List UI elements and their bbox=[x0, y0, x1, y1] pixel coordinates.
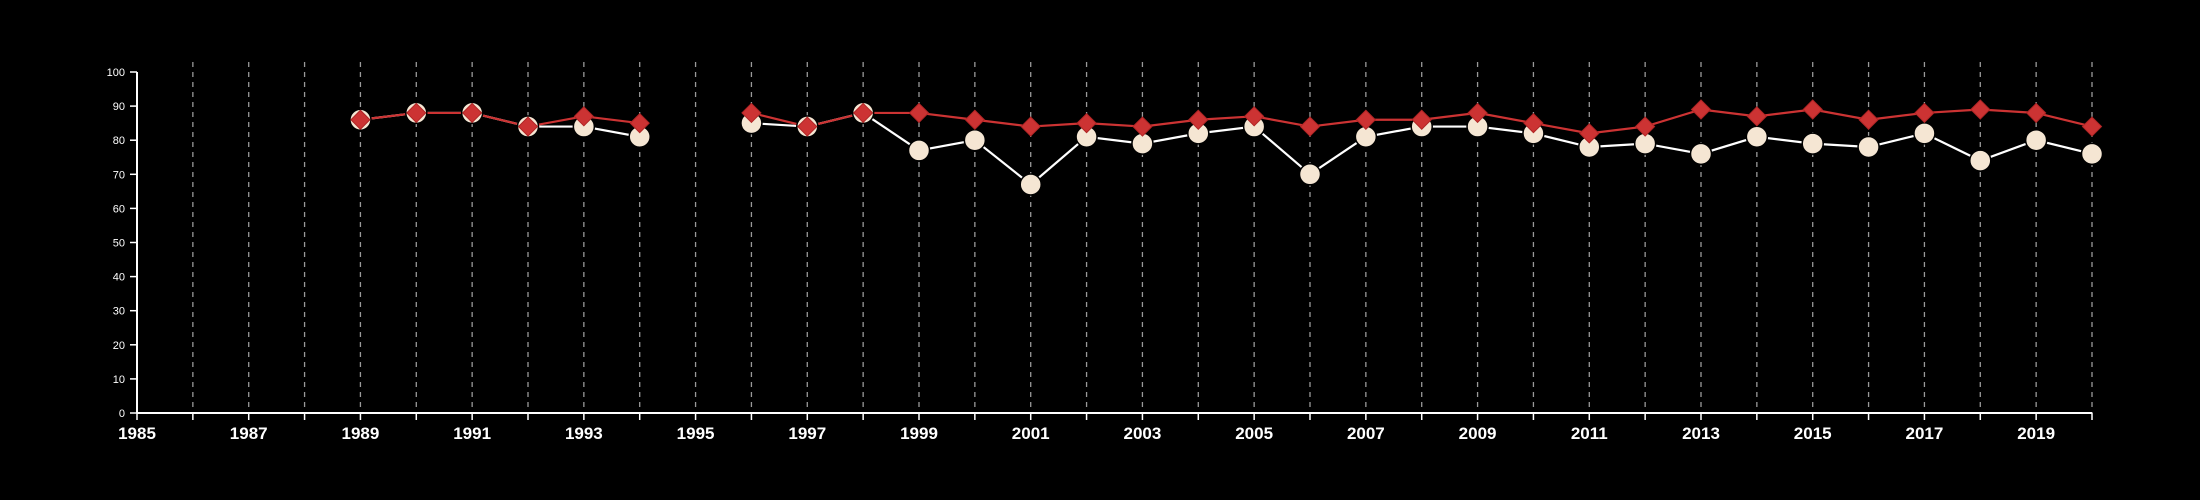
y-tick-label: 20 bbox=[113, 340, 125, 352]
x-tick-label: 1999 bbox=[900, 424, 938, 443]
y-tick-label: 10 bbox=[113, 374, 125, 386]
series-1-point bbox=[1020, 116, 1041, 137]
series-2-point bbox=[1857, 135, 1880, 159]
series-1-point bbox=[1970, 99, 1991, 120]
x-tick-label: 1985 bbox=[118, 424, 156, 443]
series-2-line bbox=[360, 111, 640, 138]
series-1-point bbox=[1690, 99, 1712, 120]
series-1-point bbox=[741, 102, 762, 124]
series-1-point bbox=[1523, 112, 1544, 134]
series-1-point bbox=[1076, 112, 1097, 134]
series-1-point bbox=[1188, 109, 1209, 130]
series-1-point bbox=[1914, 102, 1935, 124]
series-1-point bbox=[517, 116, 539, 137]
x-tick-label: 1993 bbox=[565, 424, 603, 443]
series-1-point bbox=[1355, 109, 1377, 130]
y-tick-label: 50 bbox=[113, 238, 125, 250]
series-2-point bbox=[2080, 142, 2104, 166]
series-2-point bbox=[2024, 128, 2048, 152]
series-1-point bbox=[2025, 102, 2047, 124]
series-2-point bbox=[1689, 142, 1713, 166]
series-markers bbox=[349, 99, 2104, 196]
x-tick-label: 1997 bbox=[788, 424, 826, 443]
series-1-point bbox=[1411, 109, 1432, 130]
x-tick-label: 2015 bbox=[1794, 424, 1832, 443]
x-tick-label: 1987 bbox=[230, 424, 268, 443]
x-tick-label: 2013 bbox=[1682, 424, 1720, 443]
y-tick-label: 100 bbox=[107, 67, 125, 79]
y-tick-label: 90 bbox=[113, 101, 125, 113]
series-1-point bbox=[1243, 106, 1265, 127]
series-1-point bbox=[461, 102, 483, 124]
x-tick-label: 2017 bbox=[1906, 424, 1944, 443]
series-lines bbox=[360, 108, 2093, 186]
axes: 0 10 20 30 40 50 60 70 80 90 100 1985 1987 1989 1991 19… bbox=[107, 67, 2093, 443]
x-tick-label: 2007 bbox=[1347, 424, 1385, 443]
series-1-point bbox=[1634, 116, 1656, 137]
series-1-point bbox=[797, 116, 818, 137]
series-1-line bbox=[360, 111, 640, 128]
x-tick-label: 2019 bbox=[2017, 424, 2055, 443]
series-2-point bbox=[1969, 149, 1992, 172]
series-2-point bbox=[1298, 163, 1322, 186]
grid-lines bbox=[192, 62, 2093, 413]
series-1-point bbox=[2081, 116, 2103, 137]
series-1-point bbox=[852, 102, 874, 124]
y-tick-label: 30 bbox=[113, 306, 125, 318]
series-2-point bbox=[1913, 122, 1936, 145]
x-tick-label: 2011 bbox=[1571, 424, 1608, 443]
y-tick-label: 70 bbox=[113, 169, 125, 181]
series-2-point bbox=[1745, 125, 1769, 149]
y-tick-label: 80 bbox=[113, 135, 125, 147]
x-tick-label: 2003 bbox=[1124, 424, 1162, 443]
series-1-point bbox=[1802, 99, 1823, 120]
series-2-point bbox=[907, 139, 931, 162]
x-tick-label: 1995 bbox=[677, 424, 715, 443]
series-1-point bbox=[964, 109, 986, 130]
y-tick-label: 60 bbox=[113, 203, 125, 215]
series-1-point bbox=[1579, 123, 1600, 144]
series-1-point bbox=[350, 109, 371, 130]
series-1-point bbox=[406, 102, 427, 124]
series-1-point bbox=[1746, 106, 1768, 127]
series-1-point bbox=[629, 112, 650, 134]
series-1-point bbox=[908, 102, 930, 124]
series-1-point bbox=[1132, 116, 1153, 137]
series-1-point bbox=[1467, 102, 1488, 124]
y-tick-label: 40 bbox=[113, 272, 125, 284]
series-1-point bbox=[1299, 116, 1321, 137]
series-2-point bbox=[963, 128, 987, 152]
series-1-point bbox=[1858, 109, 1879, 130]
series-2-point bbox=[1801, 132, 1824, 155]
x-tick-label: 1989 bbox=[342, 424, 380, 443]
series-2-point bbox=[1019, 173, 1042, 196]
x-tick-label: 2009 bbox=[1459, 424, 1497, 443]
x-tick-label: 1991 bbox=[453, 424, 491, 443]
y-tick-label: 0 bbox=[119, 408, 125, 420]
series-1-point bbox=[573, 106, 595, 127]
x-tick-label: 2001 bbox=[1012, 424, 1050, 443]
x-tick-label: 2005 bbox=[1235, 424, 1273, 443]
